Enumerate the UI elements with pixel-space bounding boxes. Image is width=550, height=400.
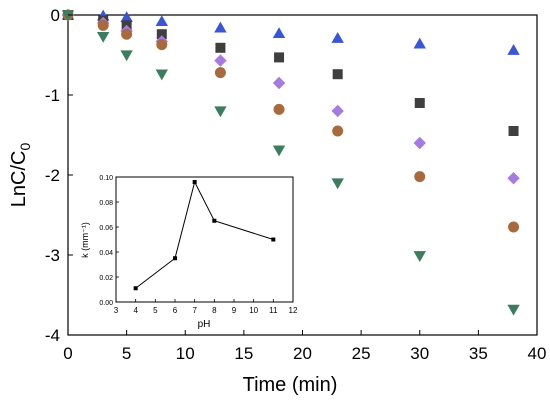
inset-x-tick-label: 7	[192, 306, 197, 315]
data-point-square	[274, 52, 285, 63]
inset-data-point	[133, 286, 138, 291]
x-tick-label: 25	[352, 344, 371, 363]
inset-y-tick-label: 0.00	[99, 300, 113, 307]
x-tick-label: 35	[469, 344, 488, 363]
series-circle	[62, 9, 520, 233]
x-axis-title: Time (min)	[243, 374, 338, 396]
y-axis-title: LnC/C0	[8, 143, 33, 208]
data-point-triangle-down	[61, 10, 75, 22]
data-point-circle	[156, 39, 168, 51]
inset-x-tick-label: 3	[114, 306, 119, 315]
data-point-diamond	[272, 76, 286, 90]
data-point-square	[414, 98, 425, 108]
inset-y-tick-label: 0.04	[99, 250, 113, 257]
inset-data-point	[192, 180, 197, 184]
data-point-triangle-down	[120, 50, 133, 62]
data-point-circle	[508, 221, 520, 233]
inset-y-tick-label: 0.10	[99, 175, 113, 182]
inset-y-tick-label: 0.02	[99, 275, 113, 282]
data-point-square	[215, 42, 226, 53]
inset-x-tick-label: 8	[212, 306, 217, 315]
y-axis-title-main: LnC/C	[8, 151, 30, 208]
x-tick-label: 5	[122, 344, 131, 363]
y-tick-label: -3	[45, 246, 60, 265]
data-point-diamond	[214, 54, 227, 67]
data-point-triangle-down	[214, 106, 227, 118]
data-point-circle	[214, 67, 226, 79]
data-point-triangle-up	[331, 32, 344, 43]
inset-plot-axes: 3 4 5 6 7 8 9 10 11 12 0.00 0.02 0.04 0.06 0.08 0.10	[99, 175, 298, 315]
data-point-square	[156, 29, 167, 40]
inset-y-tick-label: 0.06	[99, 225, 113, 232]
inset-data-point	[212, 218, 217, 223]
data-point-triangle-down	[507, 304, 520, 316]
data-point-triangle-down	[96, 31, 110, 43]
data-point-diamond	[413, 136, 426, 150]
x-tick-label: 15	[234, 344, 253, 363]
x-tick-label: 40	[528, 344, 547, 363]
data-point-circle	[121, 28, 133, 40]
x-tick-label: 0	[63, 344, 72, 363]
inset-plot-marks	[133, 180, 276, 291]
data-point-triangle-down	[155, 69, 168, 81]
main-plot-marks	[61, 8, 520, 316]
inset-x-tick-label: 6	[173, 306, 178, 315]
y-tick-label: 0	[51, 6, 60, 25]
y-axis-title-subscript: 0	[17, 143, 33, 151]
x-tick-label: 30	[410, 344, 429, 363]
data-point-triangle-down	[331, 178, 344, 190]
data-point-square	[332, 69, 343, 80]
data-point-triangle-up	[214, 21, 227, 33]
data-point-diamond	[507, 172, 520, 185]
series-square	[63, 10, 519, 136]
inset-y-axis-title: k (mm⁻¹)	[80, 222, 90, 258]
data-point-circle	[414, 171, 426, 183]
data-point-triangle-up	[155, 15, 168, 27]
data-point-triangle-up	[120, 11, 133, 23]
data-point-circle	[97, 19, 109, 31]
data-point-circle	[332, 125, 344, 137]
data-point-diamond	[331, 104, 344, 118]
data-point-triangle-up	[272, 27, 286, 39]
data-point-square	[508, 126, 519, 136]
inset-x-tick-label: 9	[232, 306, 237, 315]
data-point-circle	[273, 103, 285, 115]
data-point-triangle-down	[272, 145, 286, 157]
x-tick-label: 10	[176, 344, 195, 363]
y-tick-label: -1	[45, 86, 60, 105]
inset-data-point	[173, 256, 177, 261]
inset-data-point	[271, 237, 276, 242]
inset-x-tick-label: 12	[289, 306, 298, 315]
x-tick-label: 20	[293, 344, 312, 363]
inset-plot-frame	[115, 176, 294, 303]
inset-x-tick-label: 5	[153, 306, 158, 315]
inset-x-tick-label: 10	[249, 306, 258, 315]
inset-x-tick-label: 11	[269, 306, 278, 315]
y-tick-label: -2	[45, 166, 60, 185]
data-point-triangle-up	[507, 44, 520, 55]
inset-y-tick-label: 0.08	[99, 200, 113, 207]
inset-x-tick-label: 4	[133, 306, 138, 315]
data-point-triangle-up	[413, 37, 426, 49]
data-point-triangle-down	[413, 251, 426, 262]
y-tick-label: -4	[45, 326, 60, 345]
main-plot-axes: 0 5 10 15 20 25 30 35 400-1-2-3-4	[45, 6, 547, 363]
inset-x-axis-title: pH	[198, 319, 211, 330]
series-triangle-down	[61, 10, 520, 316]
